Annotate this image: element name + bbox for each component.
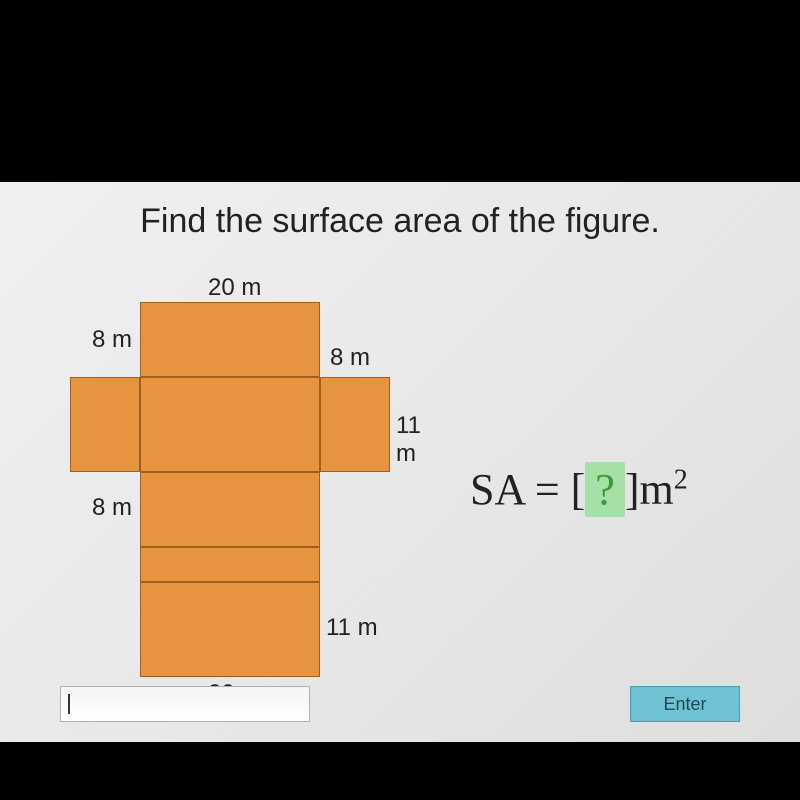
dimension-label: 11 m <box>326 614 378 642</box>
input-cursor <box>68 694 70 714</box>
figure-face <box>140 472 320 547</box>
figure-face <box>140 582 320 677</box>
net-figure: 20 m8 m8 m11 m8 m11 m20 m <box>60 282 420 682</box>
enter-button[interactable]: Enter <box>630 686 740 722</box>
figure-face <box>320 377 390 472</box>
answer-placeholder: ? <box>585 462 625 517</box>
dimension-label: 8 m <box>92 494 132 522</box>
formula-unit: m <box>639 465 673 514</box>
figure-face <box>70 377 140 472</box>
dimension-label: 8 m <box>330 344 370 372</box>
problem-title: Find the surface area of the figure. <box>0 202 800 241</box>
figure-face <box>140 547 320 582</box>
formula-exponent: 2 <box>674 464 688 495</box>
answer-input[interactable] <box>60 686 310 722</box>
dimension-label: 11 m <box>396 412 421 468</box>
answer-input-row: Enter <box>60 686 740 724</box>
formula-prefix: SA = <box>470 465 571 514</box>
figure-face <box>140 377 320 472</box>
dimension-label: 20 m <box>208 274 261 302</box>
problem-card: Find the surface area of the figure. 20 … <box>0 182 800 742</box>
figure-face <box>140 302 320 377</box>
surface-area-formula: SA = [?]m2 <box>470 462 688 517</box>
dimension-label: 8 m <box>92 326 132 354</box>
